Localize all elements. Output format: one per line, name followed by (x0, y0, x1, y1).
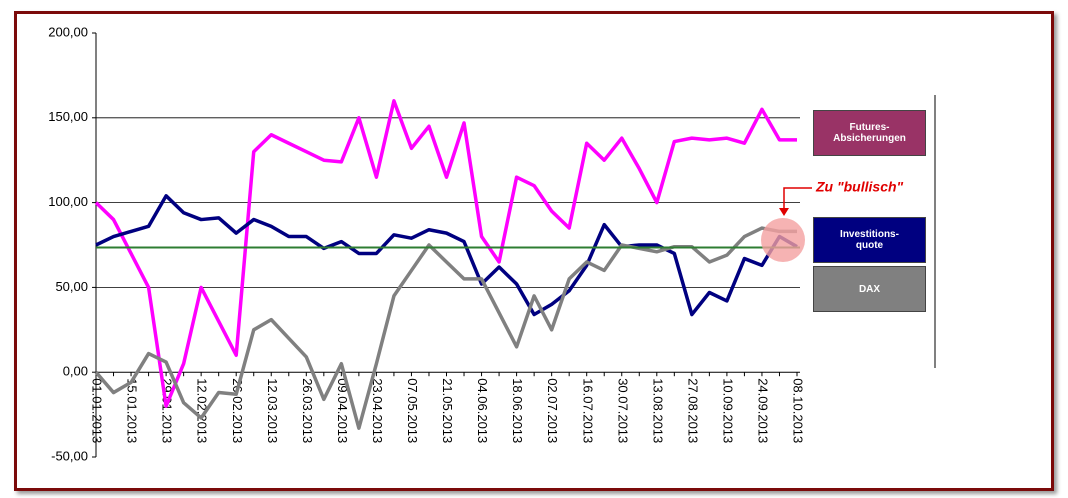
x-tick-label: 12.03.2013 (265, 378, 280, 443)
plot: -50,00 0,00 50,00 100,00 150,00 200,00 01.01.2… (48, 24, 805, 463)
x-tick-label: 16.07.2013 (580, 378, 595, 443)
x-tick-label: 13.08.2013 (650, 378, 665, 443)
annotation: Zu "bullisch" (815, 179, 904, 195)
x-tick-label: 23.04.2013 (370, 378, 385, 443)
y-tick-label: 0,00 (63, 364, 88, 379)
y-tick-label: -50,00 (51, 448, 88, 463)
x-tick-label: 30.07.2013 (615, 378, 630, 443)
x-tick-label: 01.01.2013 (90, 378, 105, 443)
x-tick-label: 21.05.2013 (440, 378, 455, 443)
x-tick-label: 08.10.2013 (791, 378, 806, 443)
x-tick-label: 04.06.2013 (475, 378, 490, 443)
y-tick-label: 200,00 (48, 24, 88, 39)
frame (14, 11, 1054, 491)
arrow-head (779, 208, 789, 216)
legend-entry: Futures- Absicherungen (813, 110, 926, 156)
series-line (95, 194, 798, 317)
x-tick-label: 10.09.2013 (720, 378, 735, 443)
y-tick-label: 50,00 (55, 279, 88, 294)
x-tick-label: 12.02.2013 (195, 378, 210, 443)
y-tick-label: 150,00 (48, 109, 88, 124)
x-tick-label: 27.08.2013 (685, 378, 700, 443)
annotation-arrow (783, 187, 812, 212)
x-tick-label: 09.04.2013 (335, 378, 350, 443)
x-tick-label: 02.07.2013 (545, 378, 560, 443)
x-tick-label: 24.09.2013 (756, 378, 771, 443)
x-tick-label: 18.06.2013 (510, 378, 525, 443)
legend-entry: Investitions- quote (813, 217, 926, 263)
x-tick-label: 26.03.2013 (300, 378, 315, 443)
x-tick-label: 07.05.2013 (405, 378, 420, 443)
highlight-circle (761, 218, 805, 262)
series-line (94, 99, 797, 408)
y-tick-label: 100,00 (48, 194, 88, 209)
legend-entry: DAX (813, 266, 926, 312)
x-tick-label: 15.01.2013 (125, 378, 140, 443)
